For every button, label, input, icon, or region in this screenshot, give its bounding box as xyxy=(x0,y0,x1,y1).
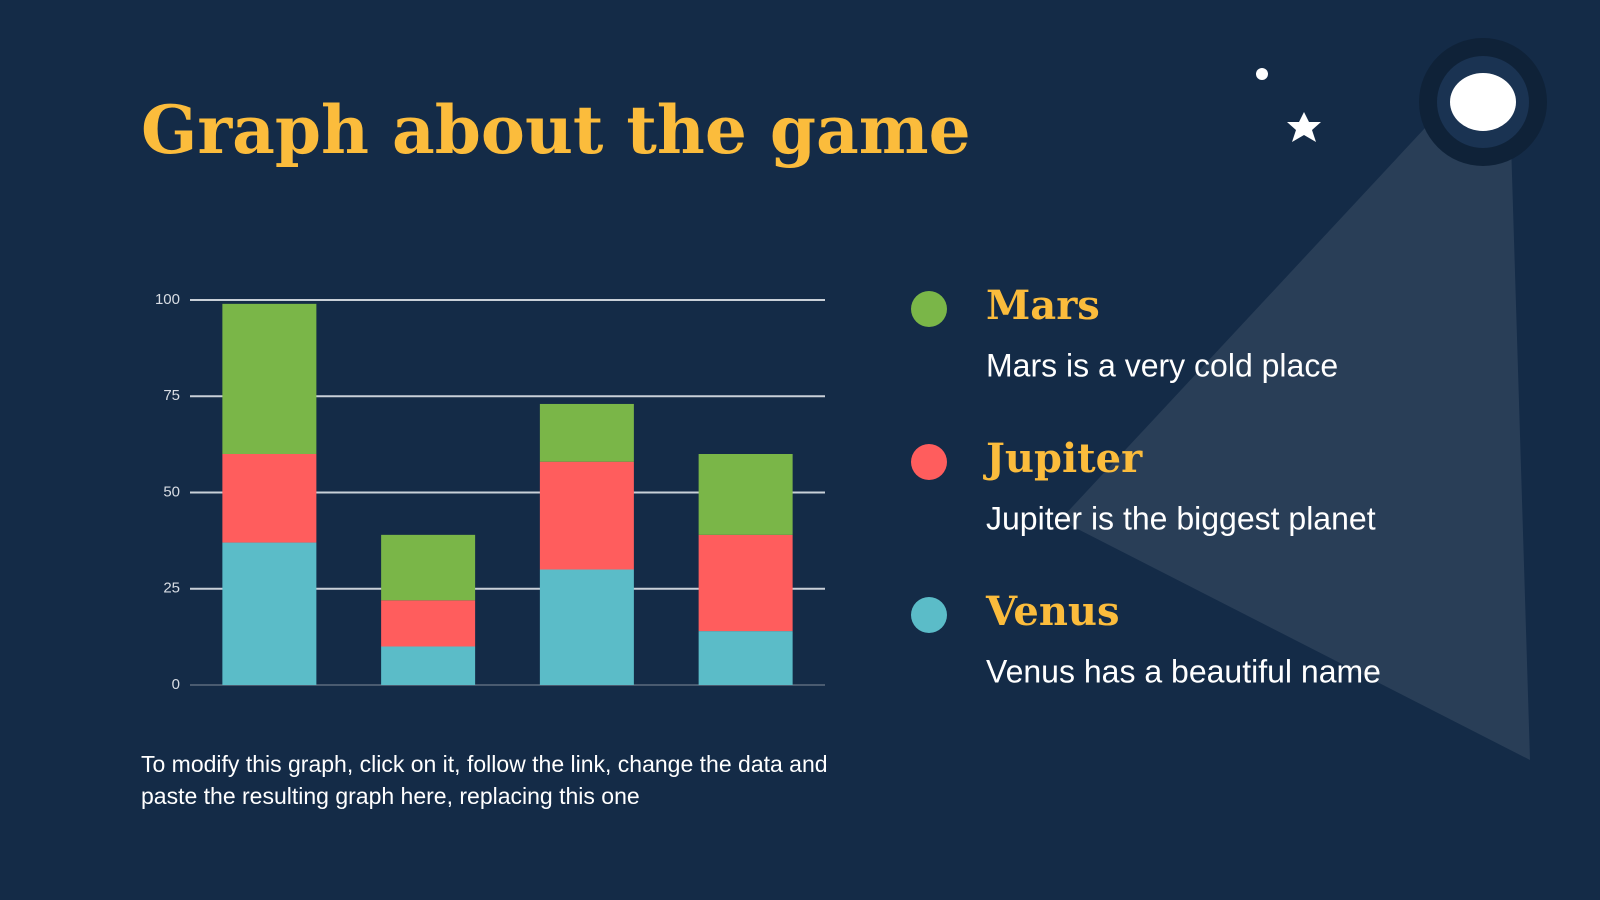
spotlight-beam xyxy=(1060,85,1530,760)
legend-description: Venus has a beautiful name xyxy=(986,653,1381,689)
bar-segment xyxy=(222,454,317,543)
bar-segment xyxy=(698,454,793,535)
bar-segment xyxy=(222,542,317,685)
star xyxy=(1287,112,1321,142)
legend-swatch xyxy=(911,444,947,480)
moon xyxy=(1450,73,1516,131)
y-tick-label: 50 xyxy=(163,483,180,500)
bar-segment xyxy=(222,303,317,454)
y-tick-label: 100 xyxy=(155,291,180,308)
legend-swatch xyxy=(911,597,947,633)
bar-segment xyxy=(698,631,793,685)
bar-segment xyxy=(539,403,634,462)
legend-description: Mars is a very cold place xyxy=(986,347,1338,383)
title: Graph about the game xyxy=(141,91,971,169)
y-tick-label: 25 xyxy=(163,580,180,597)
legend-swatch xyxy=(911,291,947,327)
star-dot xyxy=(1256,68,1268,80)
bar-segment xyxy=(381,600,476,647)
bar-segment xyxy=(698,534,793,632)
legend-name: Venus xyxy=(985,588,1120,635)
bar-segment xyxy=(539,461,634,570)
legend-name: Mars xyxy=(986,282,1100,329)
y-tick-label: 0 xyxy=(172,676,180,693)
y-tick-label: 75 xyxy=(163,387,180,404)
note: To modify this graph, click on it, follo… xyxy=(141,751,828,809)
bar-segment xyxy=(539,569,634,685)
legend-description: Jupiter is the biggest planet xyxy=(986,500,1376,536)
legend-name: Jupiter xyxy=(983,435,1143,482)
bar-segment xyxy=(381,646,476,685)
bar-segment xyxy=(381,534,476,601)
